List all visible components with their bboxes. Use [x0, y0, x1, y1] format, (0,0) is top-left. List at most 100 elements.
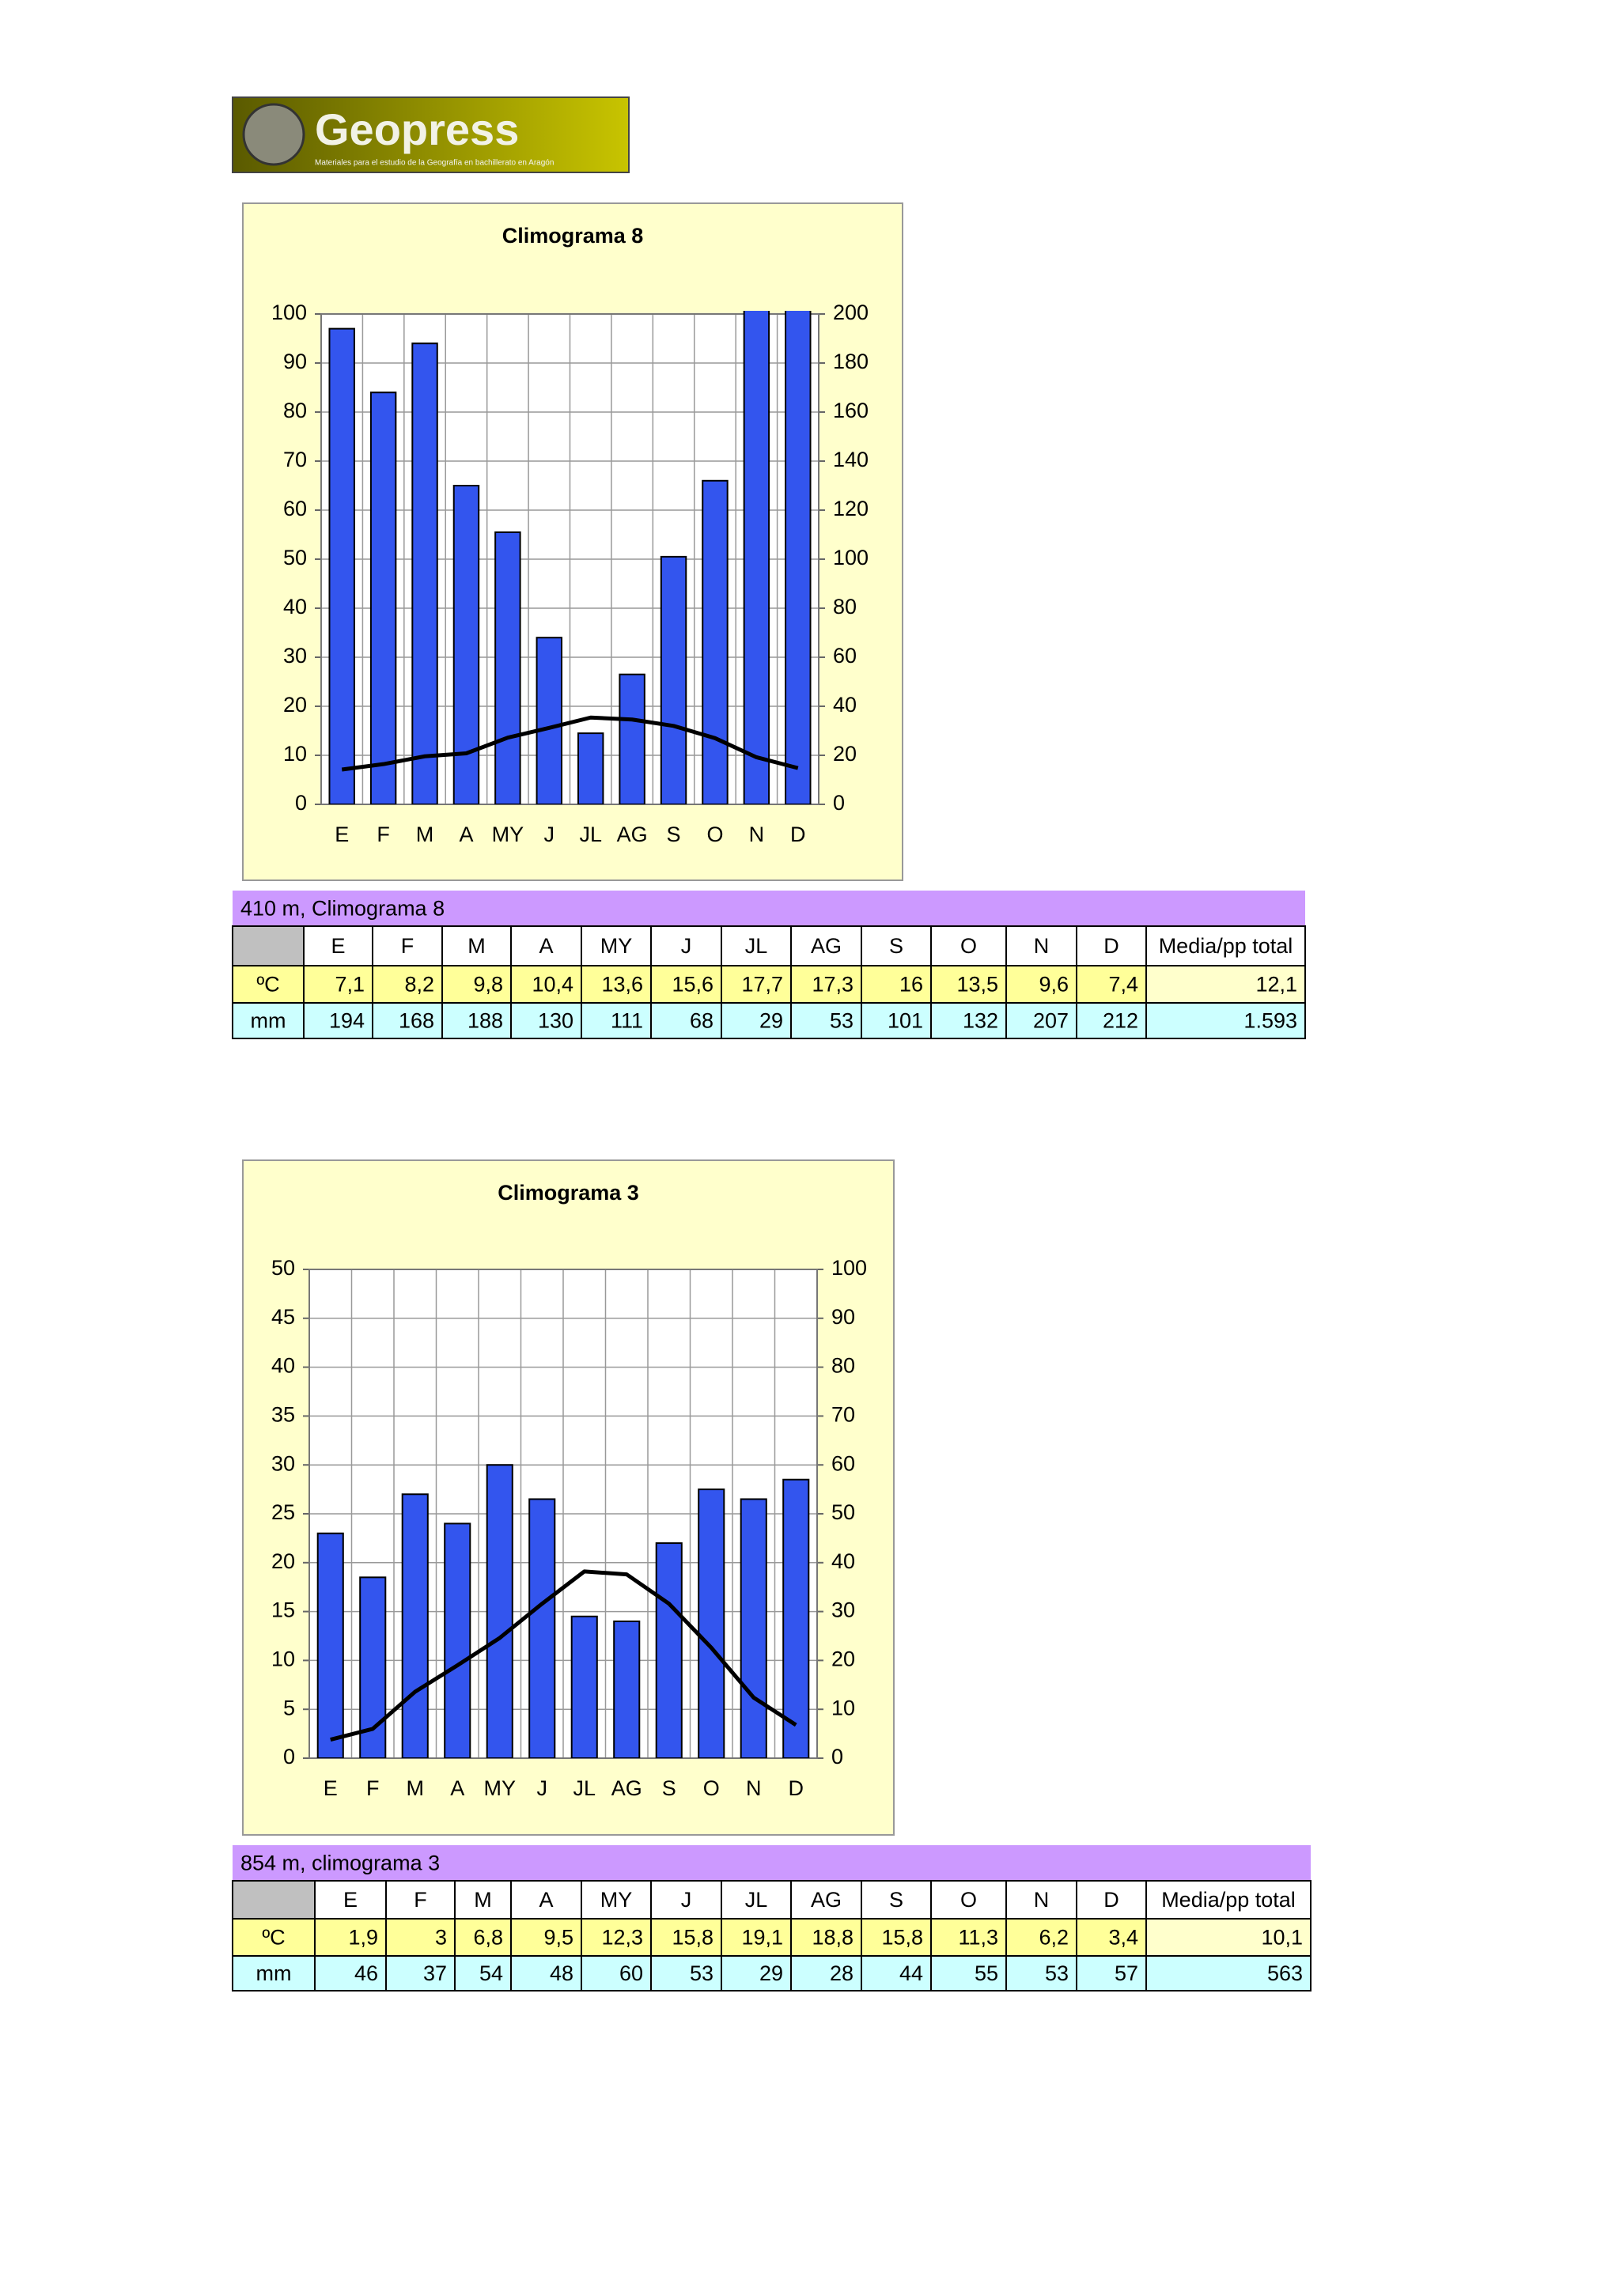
header-label: O [960, 934, 977, 958]
logo-title: Geopress [315, 104, 519, 154]
header-label: JL [745, 934, 768, 958]
cell-value: 6,8 [473, 1926, 503, 1950]
x-tick-label: AG [617, 823, 648, 846]
bar [486, 1464, 513, 1758]
logo: Geopress Materiales para el estudio de l… [232, 96, 630, 173]
header-corner [232, 1880, 316, 1920]
table-cell [510, 1002, 582, 1039]
x-tick-label: F [366, 1776, 380, 1800]
bar [316, 1532, 344, 1758]
cell-value: 101 [888, 1009, 923, 1033]
table-title: 410 m, Climograma 8 [240, 897, 445, 921]
y2-tick-label: 10 [831, 1696, 855, 1719]
bar [452, 485, 480, 804]
header-label: E [331, 934, 345, 958]
cell-value: 3,4 [1108, 1926, 1138, 1950]
table-cell [510, 1918, 582, 1957]
x-tick-label: MY [484, 1776, 517, 1800]
cell-value: 18,8 [812, 1926, 854, 1950]
y-tick-label: 0 [295, 791, 307, 815]
header-cell [650, 1880, 722, 1920]
cell-value: 29 [759, 1961, 783, 1985]
y-tick-label: 0 [283, 1745, 295, 1768]
y-tick-label: 30 [271, 1451, 295, 1475]
y-tick-label: 5 [283, 1696, 295, 1719]
cell-value: 17,7 [741, 973, 783, 997]
y-tick-label: 30 [283, 644, 307, 668]
header-cell [1145, 1880, 1312, 1920]
header-label: E [343, 1888, 358, 1912]
cell-value: 15,6 [672, 973, 713, 997]
table-cell [861, 965, 932, 1004]
table-title-row [233, 891, 1305, 926]
table-title: 854 m, climograma 3 [240, 1852, 440, 1875]
cell-value: 54 [479, 1961, 503, 1985]
cell-value: 8,2 [404, 973, 434, 997]
y2-tick-label: 60 [833, 644, 857, 668]
y2-tick-label: 20 [833, 742, 857, 766]
cell-value: 194 [329, 1009, 365, 1033]
x-tick-label: O [703, 1776, 720, 1800]
bar [660, 555, 687, 804]
bar [698, 1488, 725, 1758]
x-tick-label: AG [611, 1776, 642, 1800]
table-cell [930, 965, 1007, 1004]
y2-tick-label: 140 [833, 448, 869, 471]
header-label: MY [600, 1888, 633, 1912]
cell-value: 37 [423, 1961, 447, 1985]
header-label: AG [811, 1888, 842, 1912]
table-cell [385, 1918, 456, 1957]
bar [655, 1542, 683, 1758]
y2-tick-label: 200 [833, 301, 869, 324]
x-tick-label: E [324, 1776, 338, 1800]
y-tick-label: 10 [271, 1647, 295, 1671]
x-tick-label: A [459, 823, 473, 846]
header-cell [303, 925, 373, 966]
table-cell [581, 1918, 652, 1957]
bar [411, 342, 438, 804]
cell-value: 19,1 [741, 1926, 783, 1950]
cell-value: 10,1 [1261, 1926, 1303, 1950]
cell-value: 9,6 [1039, 973, 1069, 997]
table-cell [454, 1918, 512, 1957]
cell-value: 6,2 [1039, 1926, 1069, 1950]
y2-tick-label: 120 [833, 497, 869, 520]
x-tick-label: S [662, 1776, 676, 1800]
bar [743, 311, 770, 804]
y-tick-label: 80 [283, 399, 307, 422]
cell-value: 15,8 [672, 1926, 713, 1950]
logo-subtitle: Materiales para el estudio de la Geograf… [315, 159, 554, 168]
x-tick-label: JL [573, 1776, 596, 1800]
y-tick-label: 10 [283, 742, 307, 766]
header-label: J [681, 934, 692, 958]
y2-tick-label: 80 [833, 595, 857, 618]
header-cell [385, 1880, 456, 1920]
marks [316, 1464, 810, 1758]
header-cell [861, 1880, 932, 1920]
y-tick-label: 15 [271, 1598, 295, 1622]
y-tick-label: 20 [271, 1549, 295, 1573]
y2-tick-label: 100 [833, 546, 869, 569]
header-cell [314, 1880, 387, 1920]
y-tick-label: 50 [271, 1256, 295, 1280]
cell-value: 60 [619, 1961, 643, 1985]
cell-value: 53 [830, 1009, 854, 1033]
cell-value: 12,3 [601, 1926, 643, 1950]
row-label: mm [256, 1961, 292, 1985]
row-label-cell [232, 1002, 305, 1039]
cell-value: 10,4 [532, 973, 573, 997]
header-cell [581, 925, 652, 966]
y2-tick-label: 90 [831, 1305, 855, 1329]
header-cell [1076, 925, 1147, 966]
cell-value: 7,1 [335, 973, 365, 997]
row-label-cell [232, 1918, 316, 1957]
table-cell [581, 1002, 652, 1039]
table-cell [510, 1955, 582, 1992]
bar [619, 673, 645, 804]
x-tick-label: M [407, 1776, 425, 1800]
table-cell [721, 1918, 792, 1957]
x-tick-label: MY [492, 823, 524, 846]
x-tick-label: O [706, 823, 723, 846]
header-label: A [539, 934, 553, 958]
